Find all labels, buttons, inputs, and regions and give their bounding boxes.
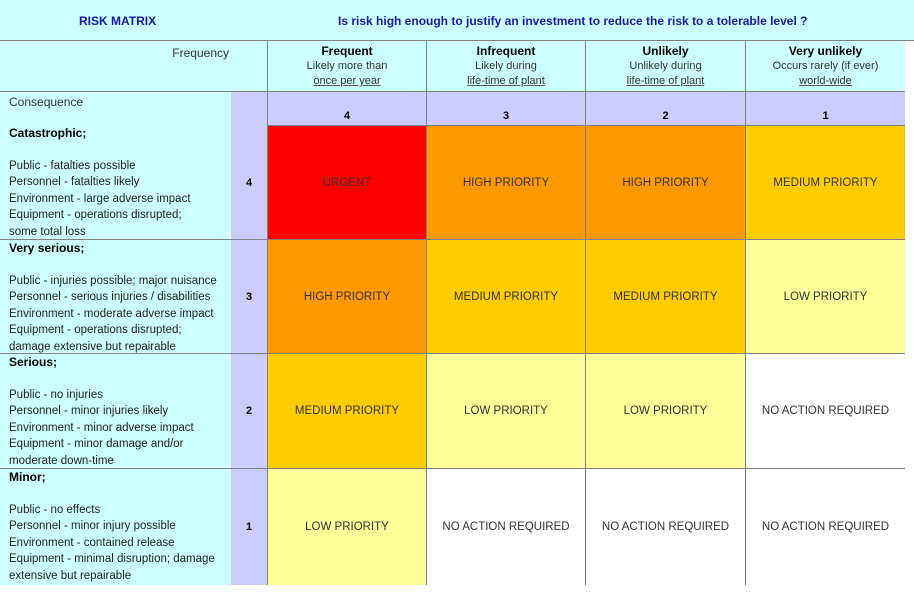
risk-label: HIGH PRIORITY <box>622 177 709 189</box>
freq-col-line1: Likely more than <box>306 60 388 72</box>
risk-cell-low: LOW PRIORITY <box>585 354 745 469</box>
freq-col-unlikely: Unlikely Unlikely during life-time of pl… <box>585 41 745 92</box>
rank-number: 1 <box>245 521 253 533</box>
consequence-line: extensive but repairable <box>9 569 132 582</box>
freq-col-title: Frequent <box>321 44 373 58</box>
consequence-line: Environment - large adverse impact <box>9 192 191 205</box>
freq-col-line2: once per year <box>313 75 381 87</box>
consequence-line: Personnel - fatalties likely <box>9 176 140 188</box>
consequence-label: Consequence <box>9 95 84 109</box>
consequence-title: Serious; <box>9 355 58 369</box>
risk-cell-low: LOW PRIORITY <box>267 469 426 585</box>
consequence-line: some total loss <box>9 225 86 238</box>
title-bar <box>0 0 914 41</box>
risk-cell-low: LOW PRIORITY <box>426 354 585 469</box>
consequence-row-minor: Minor; Public - no effects Personnel - m… <box>0 469 231 585</box>
consequence-line: Personnel - serious injuries / disabilit… <box>9 291 211 303</box>
risk-cell-medium: MEDIUM PRIORITY <box>426 240 585 354</box>
consequence-line: Environment - moderate adverse impact <box>9 307 214 320</box>
rank-number: 4 <box>245 177 253 189</box>
freq-col-line1: Likely during <box>475 60 537 72</box>
risk-label: LOW PRIORITY <box>305 521 389 533</box>
freq-col-title: Infrequent <box>476 44 536 58</box>
freq-col-title: Unlikely <box>642 44 689 58</box>
consequence-row-serious: Serious; Public - no injuries Personnel … <box>0 354 231 469</box>
risk-cell-high: HIGH PRIORITY <box>585 125 745 240</box>
consequence-rank-1: 1 <box>231 469 267 585</box>
risk-cell-low: LOW PRIORITY <box>745 240 905 354</box>
consequence-row-very-serious: Very serious; Public - injuries possible… <box>0 240 231 354</box>
freq-rank-2: 2 <box>585 92 745 125</box>
matrix-title: RISK MATRIX <box>79 14 157 28</box>
freq-col-line2: life-time of plant <box>467 75 545 87</box>
consequence-title: Catastrophic; <box>9 126 87 140</box>
freq-col-line2: life-time of plant <box>626 75 705 87</box>
risk-label: NO ACTION REQUIRED <box>442 521 570 533</box>
consequence-line: Public - no injuries <box>9 388 103 401</box>
risk-label: HIGH PRIORITY <box>303 291 391 303</box>
freq-rank-1: 1 <box>745 92 905 125</box>
freq-rank-3: 3 <box>426 92 585 125</box>
freq-rank-4: 4 <box>267 92 426 125</box>
consequence-line: Public - injuries possible; major nuisan… <box>9 274 217 287</box>
risk-label: LOW PRIORITY <box>464 405 548 417</box>
consequence-line: damage extensive but repairable <box>9 340 176 353</box>
freq-col-line1: Occurs rarely (if ever) <box>772 60 879 72</box>
freq-col-title: Very unlikely <box>788 44 863 58</box>
consequence-line: Environment - minor adverse impact <box>9 421 194 434</box>
risk-cell-medium: MEDIUM PRIORITY <box>267 354 426 469</box>
freq-col-very-unlikely: Very unlikely Occurs rarely (if ever) wo… <box>745 41 905 92</box>
consequence-header-cell: Consequence <box>0 92 231 125</box>
consequence-row-catastrophic: Catastrophic; Public - fatalties possibl… <box>0 125 231 240</box>
freq-col-frequent: Frequent Likely more than once per year <box>267 41 426 92</box>
consequence-rank-3: 3 <box>231 240 267 354</box>
risk-label: NO ACTION REQUIRED <box>761 521 890 533</box>
consequence-line: Equipment - minor damage and/or <box>9 438 184 450</box>
risk-label: URGENT <box>322 177 372 189</box>
risk-cell-urgent: URGENT <box>267 125 426 240</box>
consequence-line: moderate down-time <box>9 454 114 467</box>
consequence-rank-4: 4 <box>231 125 267 240</box>
consequence-title: Very serious; <box>9 241 85 255</box>
consequence-line: Personnel - minor injury possible <box>9 520 176 532</box>
freq-col-infrequent: Infrequent Likely during life-time of pl… <box>426 41 585 92</box>
risk-label: MEDIUM PRIORITY <box>294 405 400 417</box>
consequence-title: Minor; <box>9 470 46 484</box>
risk-cell-none: NO ACTION REQUIRED <box>745 354 905 469</box>
consequence-line: Environment - contained release <box>9 536 175 549</box>
consequence-line: Public - fatalties possible <box>9 159 136 172</box>
risk-label: LOW PRIORITY <box>623 405 708 417</box>
risk-cell-high: HIGH PRIORITY <box>267 240 426 354</box>
consequence-rank-2: 2 <box>231 354 267 469</box>
risk-cell-none: NO ACTION REQUIRED <box>745 469 905 585</box>
risk-label: HIGH PRIORITY <box>462 177 550 189</box>
frequency-label: Frequency <box>172 46 229 60</box>
consequence-line: Public - no effects <box>9 503 101 516</box>
frequency-header-cell: Frequency <box>0 41 267 92</box>
consequence-line: Equipment - operations disrupted; <box>9 209 182 221</box>
risk-label: LOW PRIORITY <box>783 291 868 303</box>
matrix-question: Is risk high enough to justify an invest… <box>338 14 808 28</box>
risk-cell-medium: MEDIUM PRIORITY <box>745 125 905 240</box>
risk-cell-medium: MEDIUM PRIORITY <box>585 240 745 354</box>
consequence-line: Equipment - operations disrupted; <box>9 324 182 336</box>
freq-col-line2: world-wide <box>799 75 852 87</box>
risk-cell-none: NO ACTION REQUIRED <box>426 469 585 585</box>
risk-label: MEDIUM PRIORITY <box>773 177 878 189</box>
consequence-line: Personnel - minor injuries likely <box>9 405 169 417</box>
risk-label: MEDIUM PRIORITY <box>453 291 559 303</box>
rank-corner <box>231 92 267 125</box>
risk-label: MEDIUM PRIORITY <box>613 291 718 303</box>
rank-number: 3 <box>245 291 253 303</box>
consequence-line: Equipment - minimal disruption; damage <box>9 553 215 565</box>
risk-label: NO ACTION REQUIRED <box>761 405 890 417</box>
risk-cell-none: NO ACTION REQUIRED <box>585 469 745 585</box>
rank-number: 2 <box>245 405 253 417</box>
risk-label: NO ACTION REQUIRED <box>601 521 730 533</box>
risk-cell-high: HIGH PRIORITY <box>426 125 585 240</box>
freq-col-line1: Unlikely during <box>629 60 702 72</box>
